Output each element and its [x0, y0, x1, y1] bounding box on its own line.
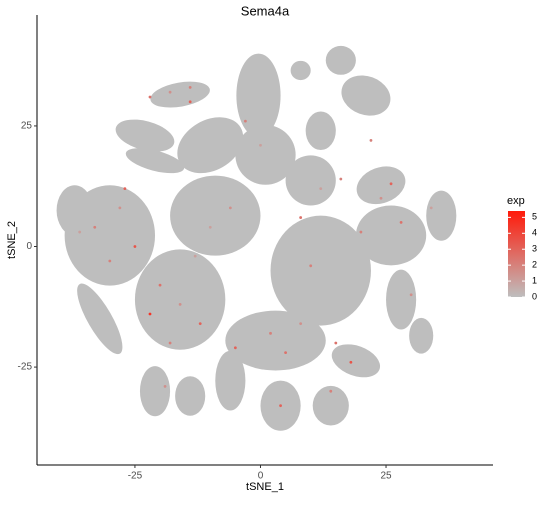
cluster [290, 60, 311, 81]
cluster [236, 53, 281, 138]
point [284, 351, 287, 355]
colorbar-label: 4 [532, 228, 537, 238]
chart-title: Sema4a [241, 3, 290, 18]
cluster [139, 366, 171, 417]
point [299, 216, 303, 219]
y-tick-label: 0 [26, 241, 32, 252]
legend-title: exp [507, 195, 525, 207]
point [158, 283, 162, 287]
cluster [386, 269, 417, 330]
point [208, 225, 212, 229]
point [198, 322, 202, 326]
cluster [175, 376, 206, 416]
cluster [115, 119, 175, 152]
cluster [270, 215, 371, 326]
point [178, 302, 182, 306]
cluster [356, 166, 406, 205]
x-axis-label: tSNE_1 [246, 481, 284, 493]
cluster [56, 185, 93, 236]
cluster [341, 75, 391, 116]
point [118, 206, 122, 210]
point [259, 143, 262, 147]
point [163, 384, 167, 388]
point [108, 259, 112, 263]
y-tick-label: -25 [18, 362, 33, 373]
point [334, 341, 338, 345]
cluster [355, 205, 427, 266]
point [148, 95, 152, 99]
cluster [426, 190, 457, 241]
point [299, 322, 303, 326]
point [319, 187, 323, 191]
cluster [285, 155, 336, 206]
point [389, 182, 393, 186]
x-tick-label: 25 [380, 471, 392, 482]
y-tick-label: 25 [21, 121, 33, 132]
colorbar-label: 2 [532, 260, 537, 270]
cluster [150, 81, 210, 108]
point [188, 100, 192, 104]
cluster [215, 350, 246, 411]
cluster [409, 317, 434, 354]
cluster [305, 111, 336, 151]
cluster [225, 310, 326, 371]
point [369, 139, 373, 142]
point [168, 341, 172, 345]
point [269, 331, 272, 335]
cluster [325, 45, 356, 75]
point [93, 225, 97, 229]
point [148, 312, 152, 316]
point [188, 85, 192, 89]
point [244, 119, 247, 123]
point [329, 389, 333, 393]
cluster [125, 148, 185, 174]
x-tick-label: 0 [258, 471, 264, 482]
point [309, 264, 313, 268]
point [429, 206, 433, 210]
point [133, 245, 137, 248]
colorbar-label: 5 [532, 212, 537, 222]
point [379, 196, 383, 200]
point [78, 230, 82, 234]
cluster [134, 249, 226, 350]
point [339, 177, 343, 181]
cluster [312, 385, 349, 426]
cluster [331, 344, 381, 378]
colorbar-label: 0 [532, 291, 537, 301]
point [349, 360, 353, 364]
point [233, 346, 237, 350]
colorbar [508, 211, 525, 297]
colorbar-label: 1 [532, 275, 537, 285]
point [168, 90, 172, 94]
point [123, 187, 127, 191]
point [399, 220, 403, 224]
point [279, 404, 282, 408]
point [228, 206, 232, 210]
point [409, 293, 413, 297]
cluster [170, 175, 261, 256]
y-axis-label: tSNE_2 [6, 221, 18, 259]
colorbar-label: 3 [532, 244, 537, 254]
cluster [77, 283, 123, 355]
cluster [177, 117, 244, 174]
x-tick-label: -25 [128, 471, 143, 482]
point [359, 230, 363, 234]
cluster [235, 124, 296, 185]
point [193, 254, 197, 258]
